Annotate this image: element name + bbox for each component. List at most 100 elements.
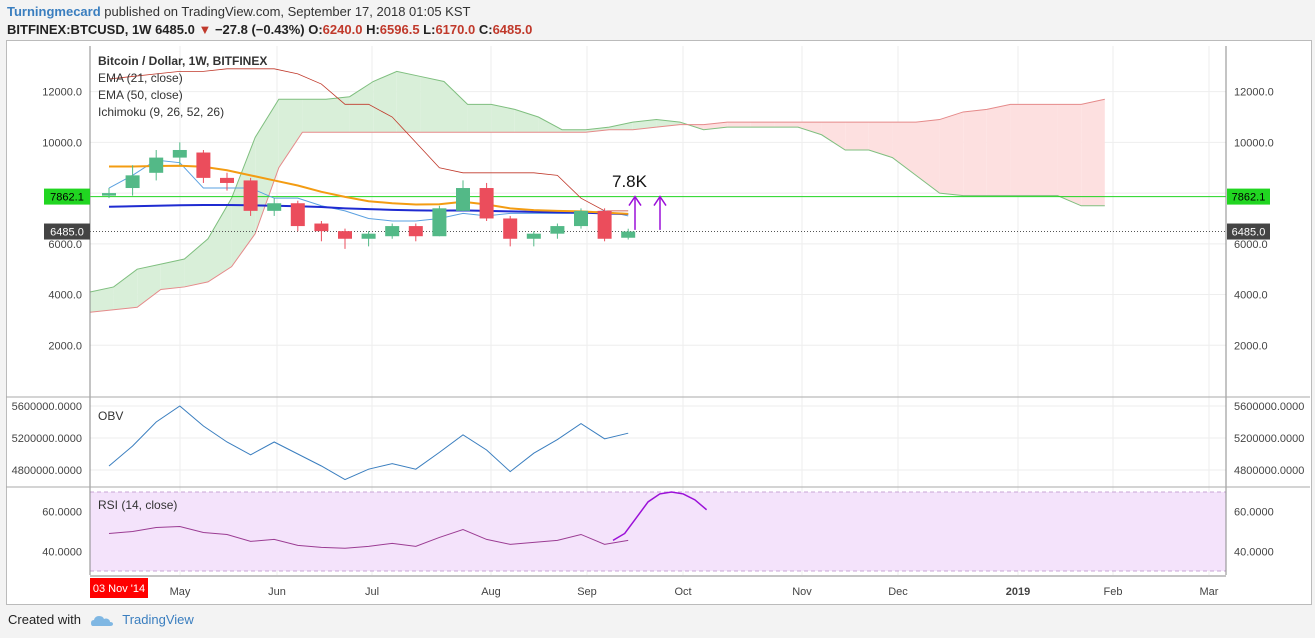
cloud-segment: [585, 127, 610, 133]
cloud-segment: [160, 259, 185, 290]
close-value: 6485.0: [492, 22, 533, 37]
candle-body: [290, 203, 305, 227]
axes: 2000.02000.04000.04000.06000.06000.08000…: [6, 46, 1310, 598]
cloud-segment: [302, 99, 326, 133]
kijun-line: [108, 68, 629, 212]
candle-body: [503, 218, 518, 239]
x-tick-label: Feb: [1104, 586, 1123, 598]
symbol-label: BITFINEX:BTCUSD, 1W: [7, 22, 152, 37]
candle-body: [102, 193, 116, 196]
cloud-segment: [444, 81, 468, 133]
legend-title: Bitcoin / Dollar, 1W, BITFINEX: [98, 54, 267, 68]
cloud-segment: [798, 122, 822, 135]
y-tick-label: 6000.0: [1234, 239, 1268, 251]
cloud-segment: [868, 122, 893, 158]
candle-body: [220, 177, 234, 183]
tradingview-brand[interactable]: TradingView: [122, 612, 194, 627]
cloud-segment: [727, 122, 751, 128]
y-tick-label: 40.0000: [1234, 546, 1274, 558]
tradingview-cloud-icon: [90, 615, 113, 626]
up-arrow-head: [628, 195, 642, 207]
cloud-segment: [491, 104, 515, 133]
candle-body: [574, 210, 588, 227]
low-label: L:: [423, 22, 436, 37]
date-tag-label: 03 Nov '14: [93, 583, 145, 595]
candlesticks: [102, 142, 636, 249]
candle-body: [385, 226, 400, 237]
candle-body: [243, 180, 258, 211]
x-tick-label: Oct: [674, 586, 691, 598]
last-price-value: 6485.0: [155, 22, 195, 37]
rsi-line: [108, 526, 629, 549]
cloud-segment: [137, 264, 161, 308]
candle-body: [526, 233, 541, 239]
level-tag-right-box: [1227, 188, 1270, 205]
x-tick-label: Jul: [365, 586, 379, 598]
candle-body: [149, 157, 164, 173]
open-value: 6240.0: [322, 22, 363, 37]
y-tick-label: 2000.0: [1234, 340, 1268, 352]
y-tick-label: 6000.0: [48, 239, 82, 251]
cloud-segment: [986, 104, 1011, 196]
cloud-segment: [396, 71, 421, 133]
level-tag-left-box: [44, 188, 90, 205]
candle-body: [479, 188, 494, 219]
rsi-projection-curve: [612, 491, 708, 542]
low-value: 6170.0: [435, 22, 476, 37]
author-name[interactable]: Turningmecard: [7, 4, 101, 19]
down-arrow-icon: ▼: [198, 22, 212, 37]
y-tick-label: 5600000.0000: [1234, 401, 1304, 413]
cloud-segment: [892, 122, 916, 176]
legend: Bitcoin / Dollar, 1W, BITFINEX EMA (21, c…: [98, 54, 267, 512]
cloud-segment: [939, 111, 964, 196]
cloud-segment: [349, 81, 374, 133]
cloud-segment: [632, 119, 657, 130]
x-tick-label: Mar: [1200, 586, 1219, 598]
cloud-segment: [916, 119, 940, 194]
cloud-segment: [231, 137, 256, 267]
candle-body: [172, 149, 187, 158]
cloud-segment: [90, 286, 114, 313]
y-tick-label: 4800000.0000: [1234, 465, 1304, 477]
candle-body: [550, 226, 565, 234]
annotation-text: 7.8K: [612, 172, 648, 191]
up-arrow-head: [653, 195, 667, 207]
indicator-lines: [89, 68, 1226, 549]
y-tick-label: 5200000.0000: [1234, 433, 1304, 445]
level-tag-left: 7862.1: [50, 192, 84, 204]
candle-body: [267, 203, 282, 211]
candle-body: [314, 223, 329, 232]
cloud-segment: [1034, 104, 1058, 196]
y-tick-label: 12000.0: [1234, 87, 1274, 99]
cloud-segment: [255, 99, 279, 234]
legend-ema50: EMA (50, close): [98, 88, 183, 102]
ema50-line: [108, 204, 629, 216]
y-tick-label: 12000.0: [42, 87, 82, 99]
x-tick-label: Sep: [577, 586, 597, 598]
cloud-segment: [821, 122, 846, 150]
candle-body: [456, 188, 470, 211]
published-text: published on TradingView.com, September …: [104, 4, 471, 19]
ema21-line: [109, 164, 629, 215]
cloud-segment: [113, 269, 138, 310]
candle-body: [125, 175, 140, 189]
x-tick-label: Aug: [481, 586, 501, 598]
candle-body: [432, 208, 447, 237]
candle-body: [621, 231, 636, 238]
open-label: O:: [308, 22, 323, 37]
cloud-segment: [420, 76, 444, 133]
last-price-tag-left: 6485.0: [50, 227, 84, 239]
cloud-segment: [184, 238, 208, 287]
senkou-span-a: [89, 70, 1105, 293]
cloud-segment: [1010, 104, 1034, 196]
cloud-segment: [538, 117, 562, 133]
user-drawings: 7.8K: [612, 172, 708, 542]
y-tick-label: 4000.0: [48, 290, 82, 302]
publish-line: Turningmecard published on TradingView.c…: [7, 4, 470, 19]
cloud-segment: [774, 122, 798, 128]
y-tick-label: 40.0000: [42, 546, 82, 558]
obv-line: [108, 405, 629, 481]
legend-obv: OBV: [98, 409, 123, 423]
legend-ichimoku: Ichimoku (9, 26, 52, 26): [98, 105, 224, 119]
